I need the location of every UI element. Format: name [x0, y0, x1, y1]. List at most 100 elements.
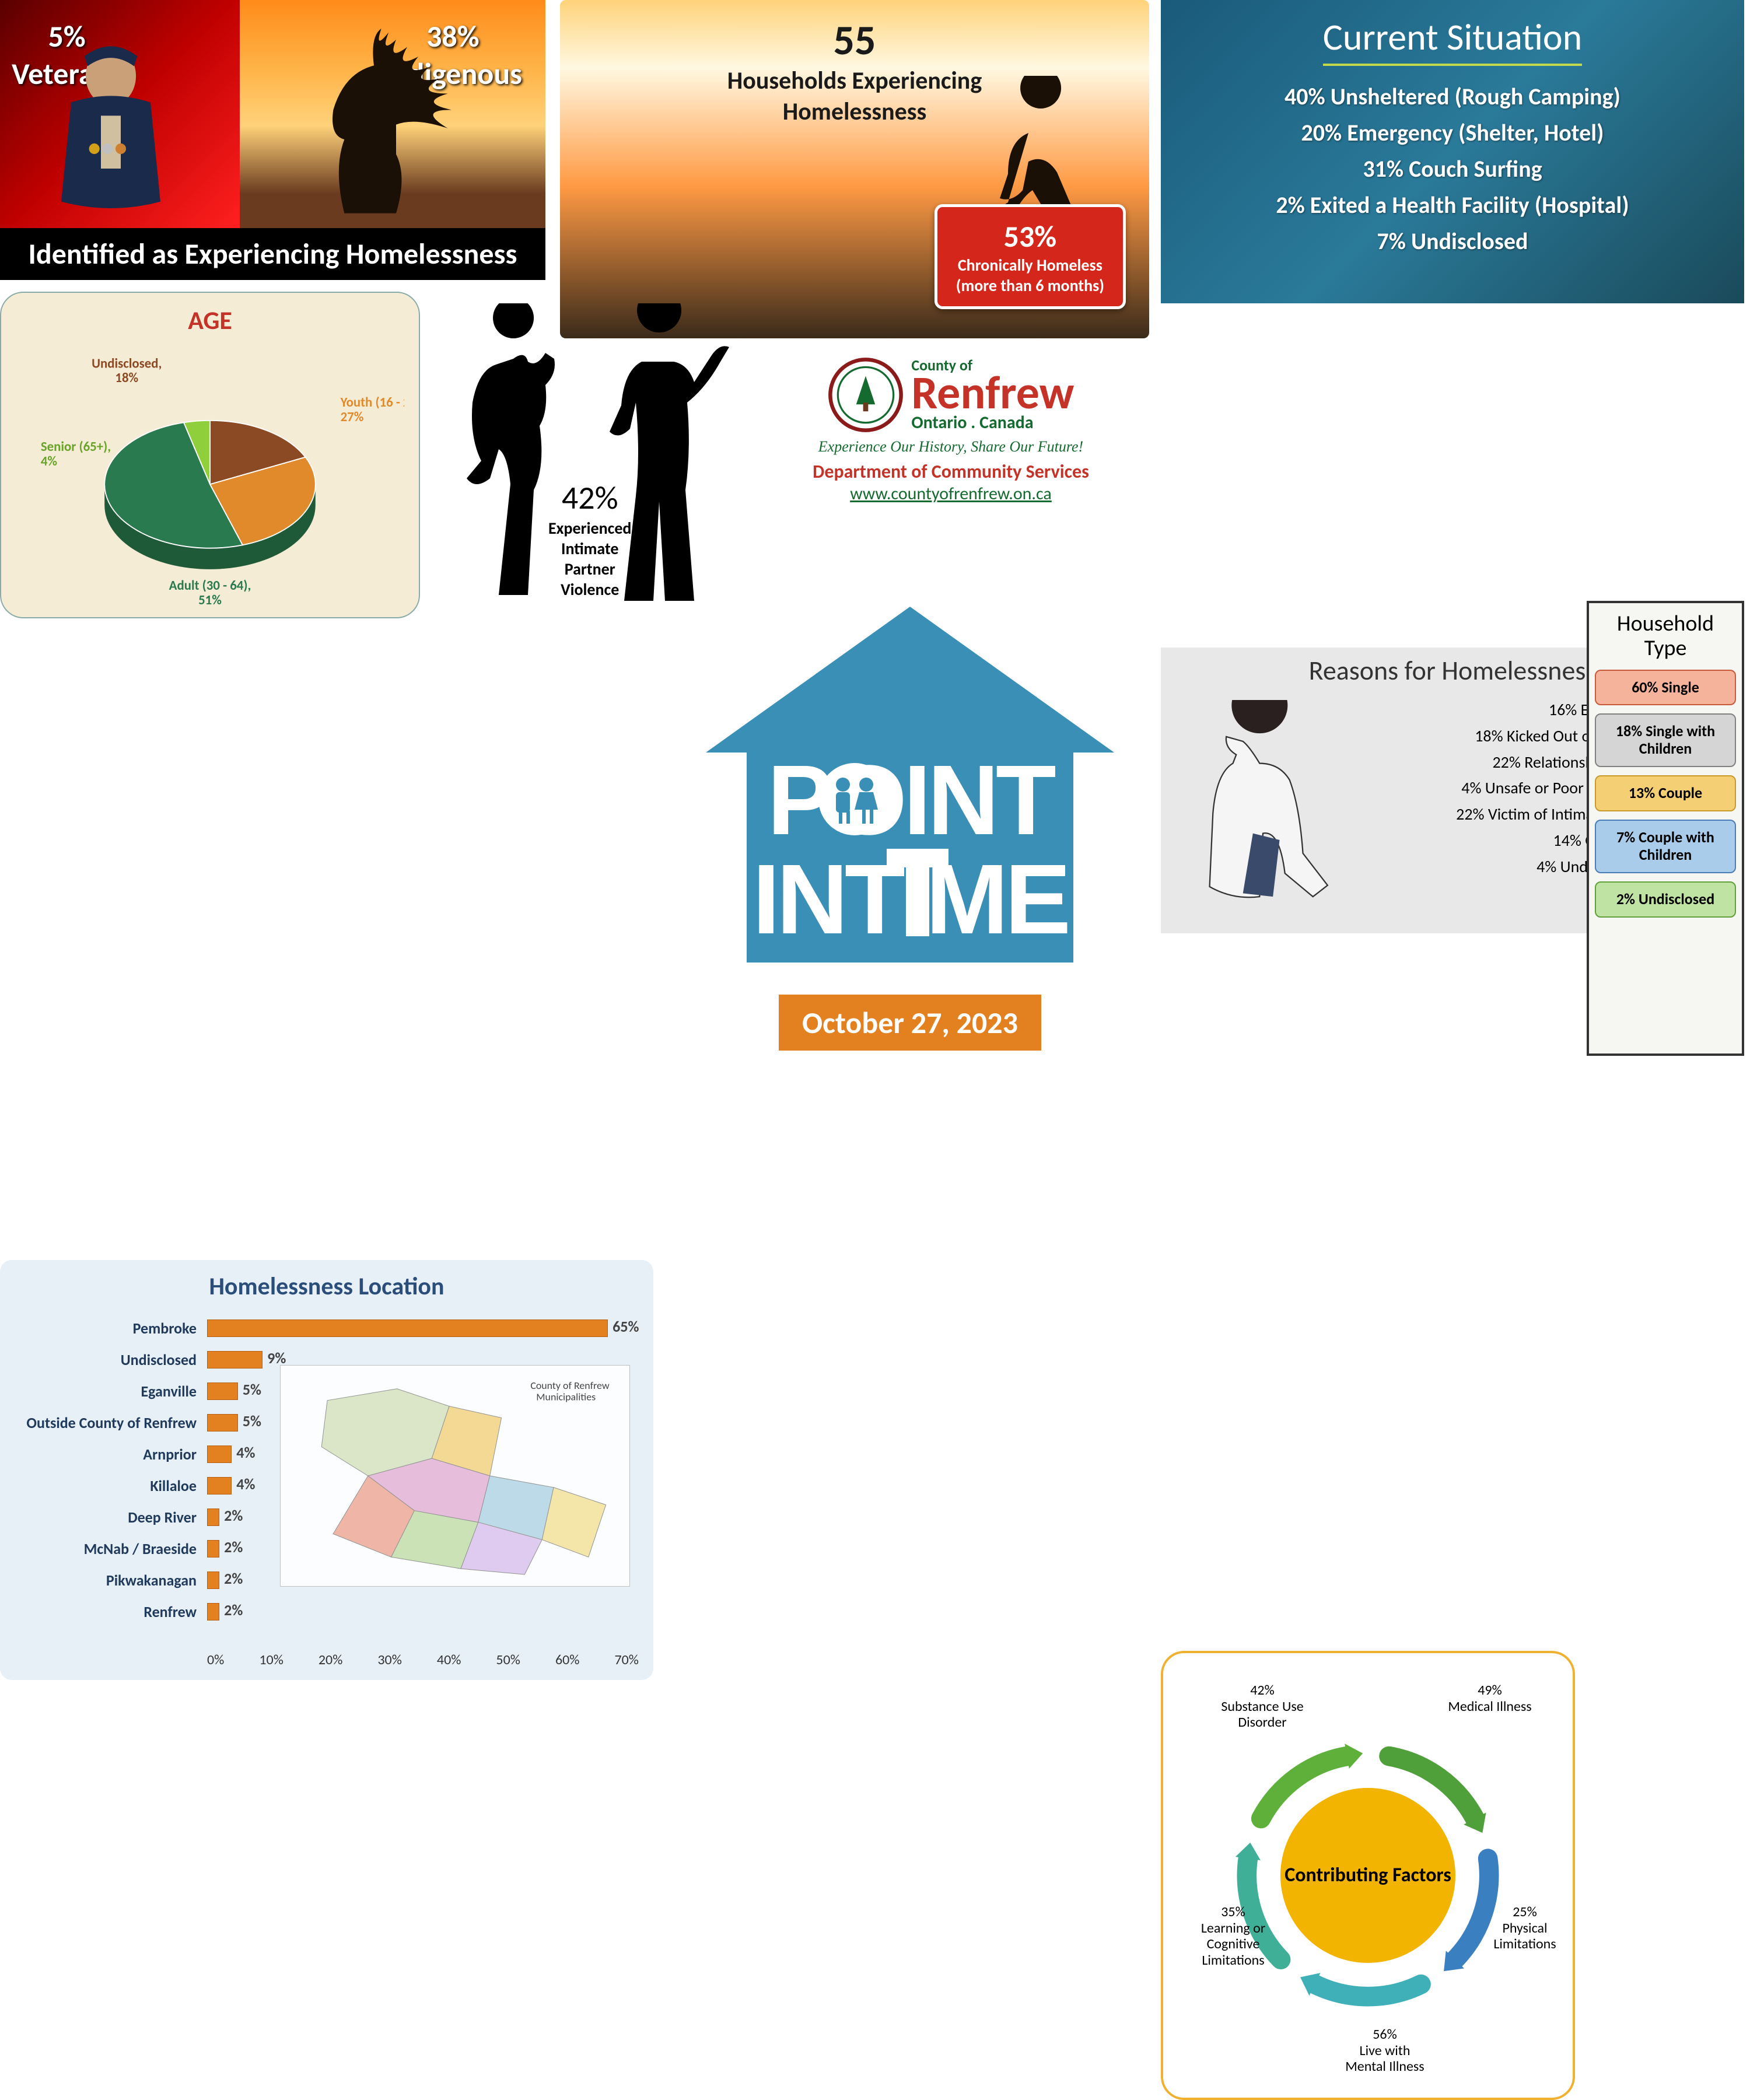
current-line: 40% Unsheltered (Rough Camping): [1178, 79, 1727, 115]
location-value: 2%: [224, 1538, 243, 1556]
current-title: Current Situation: [1323, 15, 1583, 66]
factor-label: 49%Medical Illness: [1443, 1682, 1536, 1714]
indigenous-image: 38% Indigenous: [240, 0, 545, 228]
svg-text:51%: 51%: [198, 592, 222, 608]
location-tick: 10%: [259, 1651, 283, 1668]
location-axis: 0% 10% 20% 30% 40% 50% 60% 70%: [207, 1651, 639, 1668]
indigenous-silhouette-icon: [263, 6, 485, 228]
ipv-panel: 42% Experienced Intimate Partner Violenc…: [432, 303, 741, 630]
chronic-box: 53% Chronically Homeless (more than 6 mo…: [935, 204, 1126, 309]
chronic-pct: 53%: [956, 218, 1104, 255]
svg-text:POINT: POINT: [767, 745, 1056, 856]
location-tick: 20%: [318, 1651, 342, 1668]
svg-text:27%: 27%: [341, 409, 364, 425]
location-bar: [207, 1603, 219, 1620]
location-bar: [207, 1508, 219, 1526]
svg-text:Municipalities: Municipalities: [536, 1391, 596, 1404]
current-line: 7% Undisclosed: [1178, 223, 1727, 260]
ipv-l4: Violence: [548, 579, 631, 600]
location-value: 5%: [243, 1412, 261, 1430]
location-name: McNab / Braeside: [15, 1539, 207, 1558]
ipv-text: 42% Experienced Intimate Partner Violenc…: [548, 478, 631, 600]
location-name: Eganville: [15, 1382, 207, 1401]
location-value: 4%: [236, 1475, 255, 1493]
factors-center-text: Contributing Factors: [1284, 1864, 1451, 1887]
household-type-box: 60% Single: [1595, 670, 1736, 706]
chronic-line2: (more than 6 months): [956, 275, 1104, 296]
factors-panel: Contributing Factors 49%Medical Illness2…: [1161, 1651, 1575, 2100]
svg-text:18%: 18%: [115, 370, 138, 386]
renfrew-map-icon: County of Renfrew Municipalities: [281, 1366, 629, 1586]
household-type-box: 13% Couple: [1595, 775, 1736, 811]
pit-date: October 27, 2023: [779, 995, 1041, 1051]
location-bar: [207, 1320, 608, 1337]
location-bar: [207, 1446, 232, 1463]
location-name: Killaloe: [15, 1476, 207, 1495]
location-name: Undisclosed: [15, 1350, 207, 1369]
identified-panel: 5% Veterans 38% Indigenous Identified as…: [0, 0, 545, 280]
veteran-silhouette-icon: [35, 30, 187, 228]
location-bar: [207, 1477, 232, 1494]
households-panel: 55 Households Experiencing Homelessness …: [560, 0, 1149, 338]
county-seal-icon: [828, 357, 904, 433]
location-panel: Homelessness Location Pembroke65% Undiscl…: [0, 1260, 653, 1680]
location-name: Arnprior: [15, 1445, 207, 1464]
location-value: 5%: [243, 1380, 261, 1399]
ipv-l3: Partner: [548, 559, 631, 579]
location-bar: [207, 1572, 219, 1589]
location-bar: [207, 1351, 262, 1368]
factor-label: 35%Learning or Cognitive Limitations: [1186, 1904, 1280, 1968]
ipv-l2: Intimate: [548, 538, 631, 559]
location-bar: [207, 1414, 238, 1432]
location-title: Homelessness Location: [15, 1272, 639, 1301]
chronic-line1: Chronically Homeless: [956, 255, 1104, 275]
location-tick: 30%: [377, 1651, 401, 1668]
location-value: 2%: [224, 1601, 243, 1619]
age-title: AGE: [16, 304, 404, 336]
location-name: Outside County of Renfrew: [15, 1413, 207, 1432]
ipv-pct: 42%: [548, 478, 631, 518]
county-panel: County of Renfrew Ontario . Canada Exper…: [752, 356, 1149, 578]
factor-label: 56%Live with Mental Illness: [1338, 2027, 1432, 2075]
distressed-person-icon: [1167, 700, 1359, 933]
household-type-box: 7% Couple with Children: [1595, 820, 1736, 873]
veteran-image: 5% Veterans: [0, 0, 240, 228]
identified-caption: Identified as Experiencing Homelessness: [0, 228, 545, 280]
location-bar: [207, 1540, 219, 1558]
location-tick: 50%: [496, 1651, 520, 1668]
location-tick: 60%: [555, 1651, 579, 1668]
current-lines: 40% Unsheltered (Rough Camping)20% Emerg…: [1178, 79, 1727, 260]
identified-images: 5% Veterans 38% Indigenous: [0, 0, 545, 228]
current-line: 20% Emergency (Shelter, Hotel): [1178, 115, 1727, 151]
location-tick: 70%: [614, 1651, 638, 1668]
location-map: County of Renfrew Municipalities: [280, 1365, 630, 1587]
county-url[interactable]: www.countyofrenfrew.on.ca: [850, 483, 1052, 505]
point-in-time-panel: POINT INTIME October 27, 2023: [677, 589, 1143, 1050]
svg-text:4%: 4%: [41, 453, 58, 470]
age-pie-chart: Undisclosed,18%Youth (16 - 29),27%Adult …: [16, 336, 404, 616]
location-bar: [207, 1382, 238, 1400]
location-name: Deep River: [15, 1508, 207, 1527]
county-tagline: Experience Our History, Share Our Future…: [752, 438, 1149, 456]
households-number: 55: [560, 15, 1149, 66]
factor-label: 42%Substance Use Disorder: [1216, 1682, 1309, 1731]
location-tick: 40%: [437, 1651, 461, 1668]
current-line: 31% Couch Surfing: [1178, 151, 1727, 187]
factors-center: Contributing Factors: [1280, 1788, 1455, 1963]
household-type-box: 2% Undisclosed: [1595, 881, 1736, 918]
location-row: Renfrew2%: [15, 1596, 639, 1628]
ipv-l1: Experienced: [548, 518, 631, 538]
current-situation-panel: Current Situation 40% Unsheltered (Rough…: [1161, 0, 1744, 303]
household-type-panel: Household Type 60% Single18% Single with…: [1587, 601, 1744, 1056]
location-row: Pembroke65%: [15, 1312, 639, 1344]
point-in-time-logo-icon: POINT INTIME: [677, 589, 1143, 998]
location-value: 4%: [236, 1443, 255, 1462]
household-type-boxes: 60% Single18% Single with Children13% Co…: [1595, 670, 1736, 918]
location-value: 2%: [224, 1506, 243, 1525]
household-type-title: Household Type: [1595, 612, 1736, 661]
county-subline: Ontario . Canada: [911, 412, 1033, 433]
location-name: Pikwakanagan: [15, 1571, 207, 1590]
county-dept: Department of Community Services: [752, 460, 1149, 483]
location-name: Pembroke: [15, 1319, 207, 1338]
location-tick: 0%: [207, 1651, 224, 1668]
